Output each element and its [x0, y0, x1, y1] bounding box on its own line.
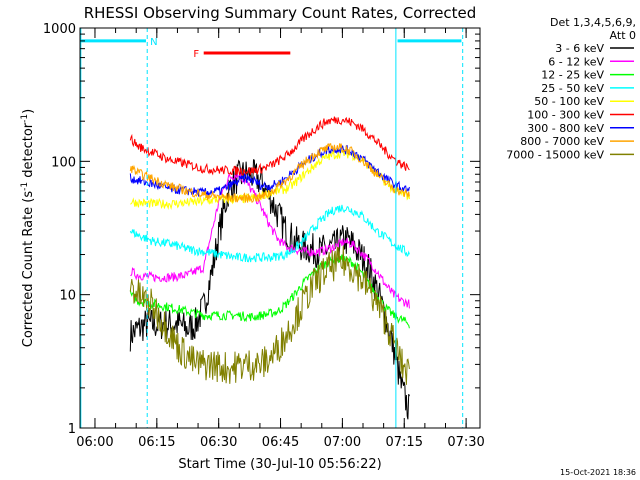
legend-header-detectors: Det 1,3,4,5,6,9, — [550, 16, 636, 29]
annotation-F: F — [193, 49, 199, 60]
legend-label: 50 - 100 keV — [534, 95, 604, 108]
y-tick-label: 100 — [51, 155, 76, 170]
annotation-layer: NF — [80, 28, 464, 428]
x-axis-label: Start Time (30-Jul-10 05:56:22) — [178, 457, 381, 472]
x-tick-label: 07:00 — [324, 435, 361, 450]
y-tick-label: 10 — [59, 289, 76, 304]
y-tick-label: 1000 — [43, 22, 76, 37]
legend-label: 7000 - 15000 keV — [506, 148, 604, 161]
series-line-7000-15000keV — [129, 246, 410, 385]
x-axis: 06:00 06:15 06:30 06:45 07:00 07:15 07:30 — [76, 28, 485, 450]
legend-header-attenuator: Att 0 — [610, 29, 636, 42]
series-layer — [129, 116, 410, 420]
series-line-25-50keV — [129, 204, 410, 263]
y-tick-label: 1 — [68, 422, 76, 437]
x-tick-label: 06:00 — [76, 435, 113, 450]
legend-label: 3 - 6 keV — [555, 42, 604, 55]
legend-label: 25 - 50 keV — [541, 82, 604, 95]
x-tick-label: 06:15 — [138, 435, 175, 450]
x-tick-label: 06:45 — [262, 435, 299, 450]
legend-label: 300 - 800 keV — [527, 122, 604, 135]
x-tick-label: 06:30 — [200, 435, 237, 450]
x-tick-label: 07:30 — [447, 435, 484, 450]
annotation-N: N — [150, 37, 157, 48]
legend-label: 800 - 7000 keV — [520, 135, 604, 148]
legend-label: 12 - 25 keV — [541, 69, 604, 82]
y-axis-label: Corrected Count Rate (s-1 detector-1) — [20, 109, 36, 347]
series-line-100-300keV — [129, 116, 410, 177]
legend-label: 6 - 12 keV — [548, 55, 604, 68]
series-line-12-25keV — [129, 254, 410, 329]
plot-frame — [79, 27, 481, 429]
footer-date: 15-Oct-2021 18:36 — [560, 468, 636, 477]
legend-label: 100 - 300 keV — [527, 109, 604, 122]
series-line-800-7000keV — [129, 143, 410, 203]
y-axis: 1 10 100 1000 — [43, 22, 480, 437]
x-tick-label: 07:15 — [386, 435, 423, 450]
series-line-300-800keV — [129, 144, 410, 197]
chart-title: RHESSI Observing Summary Count Rates, Co… — [84, 4, 477, 22]
series-line-6-12keV — [130, 172, 410, 309]
